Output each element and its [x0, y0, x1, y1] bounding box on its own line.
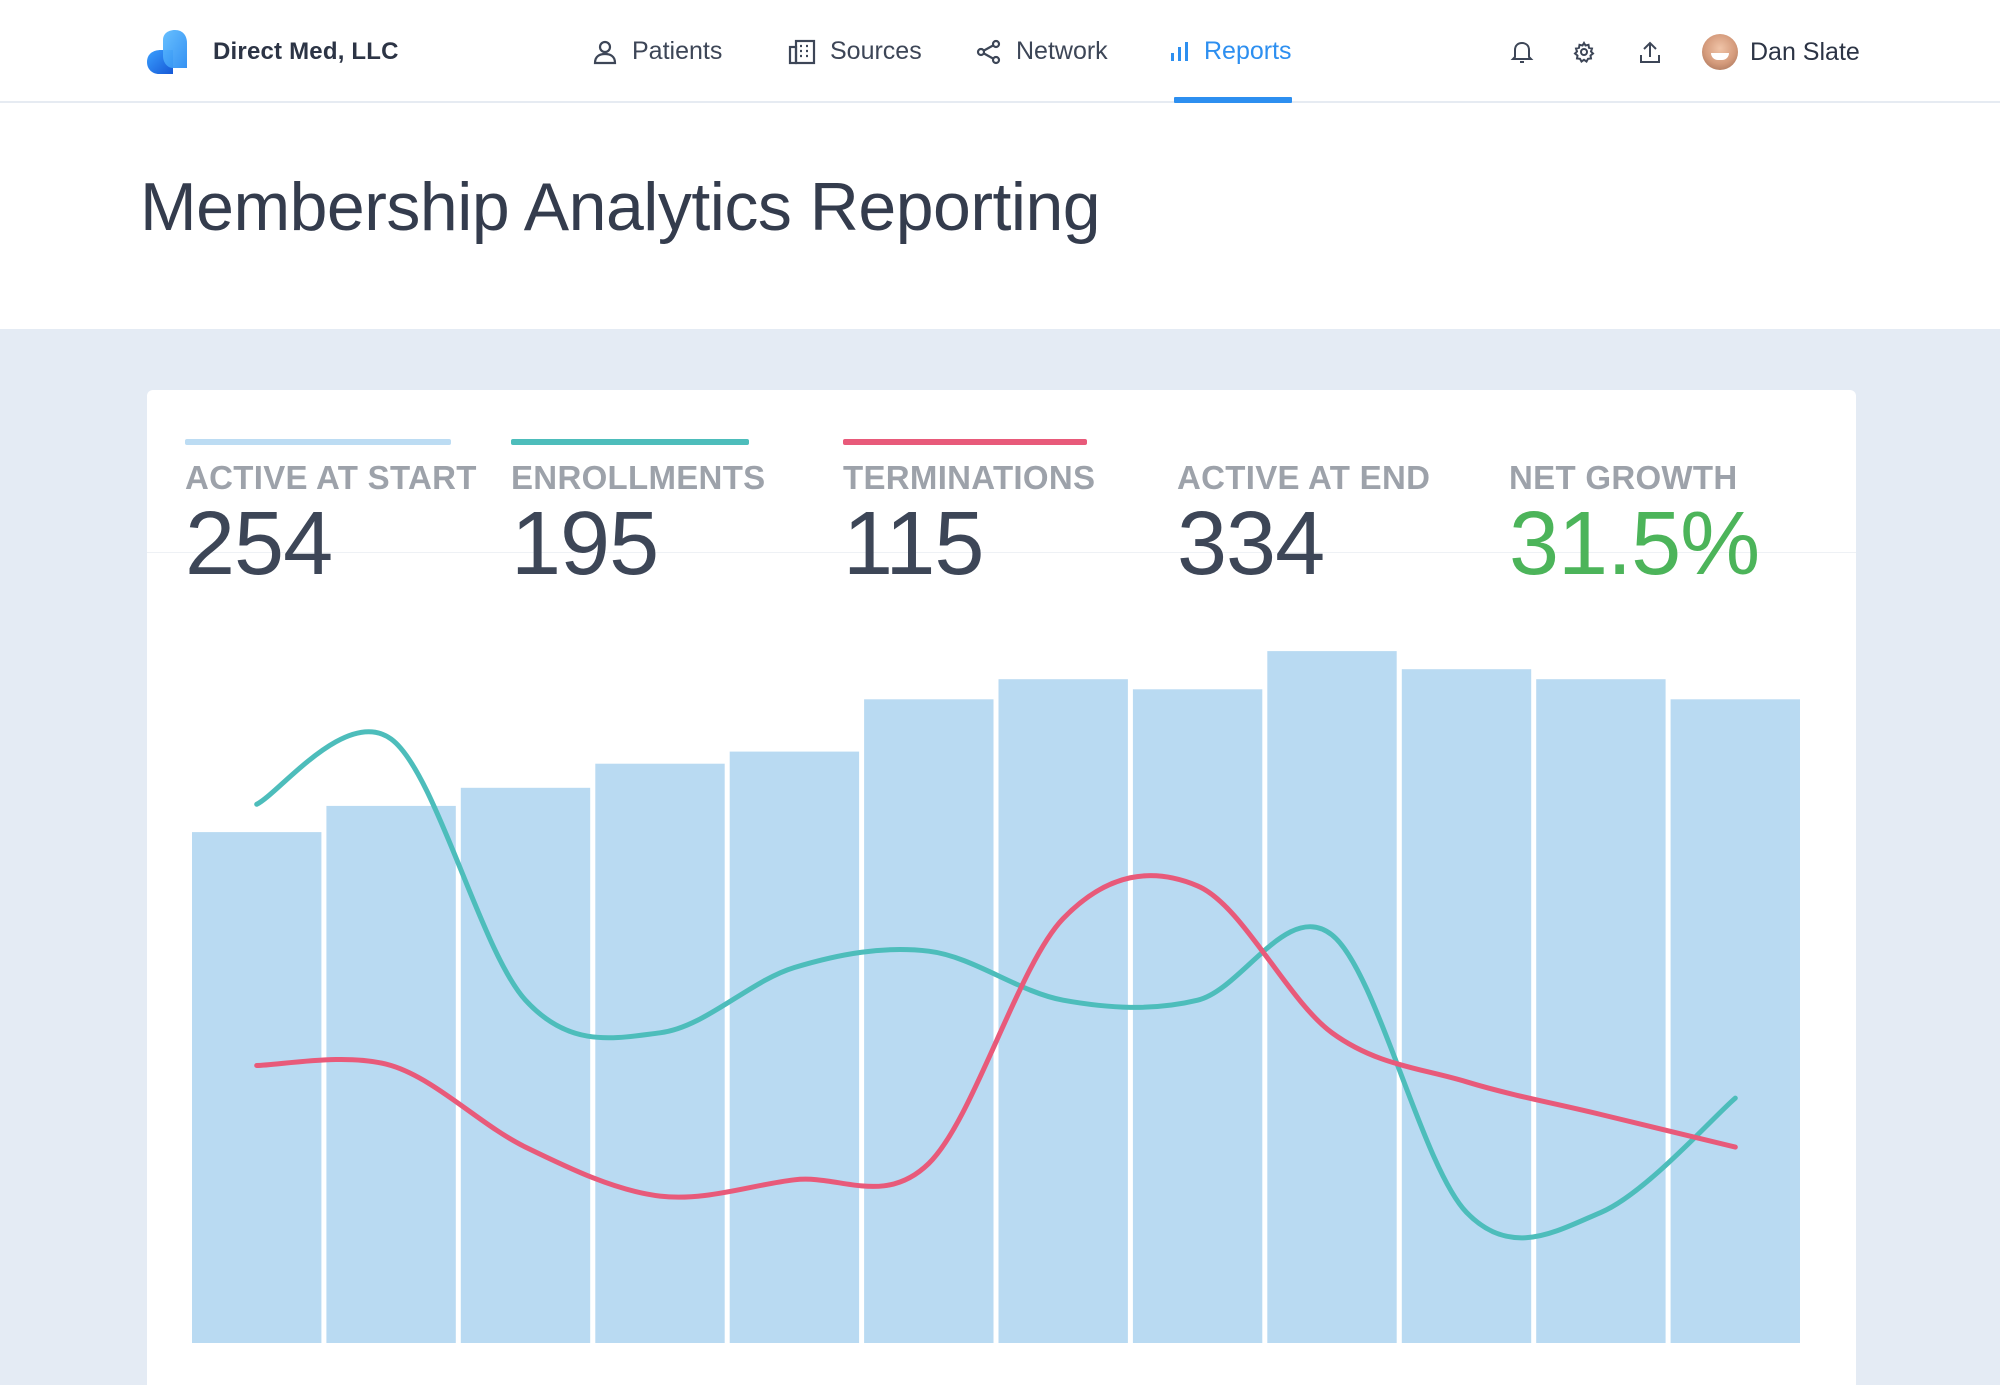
- active-tab-indicator: [1174, 97, 1292, 103]
- nav-item-sources[interactable]: Sources: [788, 0, 922, 103]
- building-icon: [788, 39, 816, 65]
- chart-bar: [1536, 679, 1666, 1343]
- stat-value: 31.5%: [1509, 494, 1760, 594]
- notifications-button[interactable]: [1508, 36, 1536, 68]
- brand[interactable]: Direct Med, LLC: [143, 28, 399, 76]
- gear-icon: [1573, 41, 1595, 63]
- stat-active-at-end: ACTIVE AT END 334: [1177, 439, 1430, 589]
- stat-label: NET GROWTH: [1509, 459, 1738, 496]
- user-name: Dan Slate: [1750, 37, 1860, 66]
- chart-bar: [460, 787, 591, 1343]
- stat-active-at-start: ACTIVE AT START 254: [185, 439, 477, 589]
- analytics-card: ACTIVE AT START 254 ENROLLMENTS 195 TERM…: [147, 390, 1856, 1400]
- chart-bar: [1670, 699, 1800, 1343]
- chart-bar: [1267, 651, 1397, 1343]
- divider: [147, 552, 1856, 553]
- company-name: Direct Med, LLC: [213, 38, 399, 65]
- stat-terminations: TERMINATIONS 115: [843, 439, 1095, 589]
- nav-item-network[interactable]: Network: [976, 0, 1108, 103]
- chart-bar: [729, 751, 860, 1343]
- stat-value: 115: [843, 494, 984, 594]
- company-logo-icon: [143, 28, 191, 76]
- stat-value: 195: [511, 494, 659, 594]
- chart-bar: [326, 805, 456, 1343]
- enrollments-line: [254, 729, 1738, 1241]
- nav-label: Patients: [632, 37, 723, 65]
- nav-label: Reports: [1204, 37, 1292, 65]
- stat-label: TERMINATIONS: [843, 459, 1096, 496]
- chart-bar: [864, 699, 994, 1343]
- stat-label: ACTIVE AT END: [1177, 459, 1431, 496]
- page-title: Membership Analytics Reporting: [140, 169, 1101, 245]
- membership-chart: [192, 651, 1800, 1343]
- stat-value: 254: [185, 494, 333, 594]
- stat-label: ENROLLMENTS: [511, 459, 766, 496]
- export-button[interactable]: [1636, 36, 1664, 68]
- legend-swatch: [843, 439, 1087, 445]
- user-menu[interactable]: Dan Slate: [1702, 30, 1860, 74]
- stat-label: ACTIVE AT START: [185, 459, 477, 496]
- bell-icon: [1510, 41, 1534, 63]
- upload-icon: [1640, 41, 1660, 63]
- nav-item-patients[interactable]: Patients: [592, 0, 722, 103]
- settings-button[interactable]: [1570, 36, 1598, 68]
- bar-chart-icon: [1170, 41, 1190, 63]
- chart-bar: [1132, 689, 1263, 1343]
- stat-value: 334: [1177, 494, 1325, 594]
- chart-bar: [1401, 669, 1532, 1343]
- chart-bar: [595, 763, 725, 1343]
- chart-bar: [998, 679, 1128, 1343]
- share-icon: [976, 39, 1002, 65]
- nav-item-reports[interactable]: Reports: [1170, 0, 1292, 103]
- stat-enrollments: ENROLLMENTS 195: [511, 439, 765, 589]
- user-icon: [592, 39, 618, 65]
- legend-swatch: [511, 439, 749, 445]
- nav-label: Network: [1016, 37, 1108, 65]
- terminations-line: [254, 873, 1738, 1200]
- nav-label: Sources: [830, 37, 922, 65]
- stat-net-growth: NET GROWTH 31.5%: [1509, 439, 1760, 594]
- avatar: [1702, 34, 1738, 70]
- chart-bar: [192, 832, 322, 1343]
- top-navigation-bar: Direct Med, LLC Patients Sources Network…: [0, 0, 2000, 103]
- legend-swatch: [185, 439, 451, 445]
